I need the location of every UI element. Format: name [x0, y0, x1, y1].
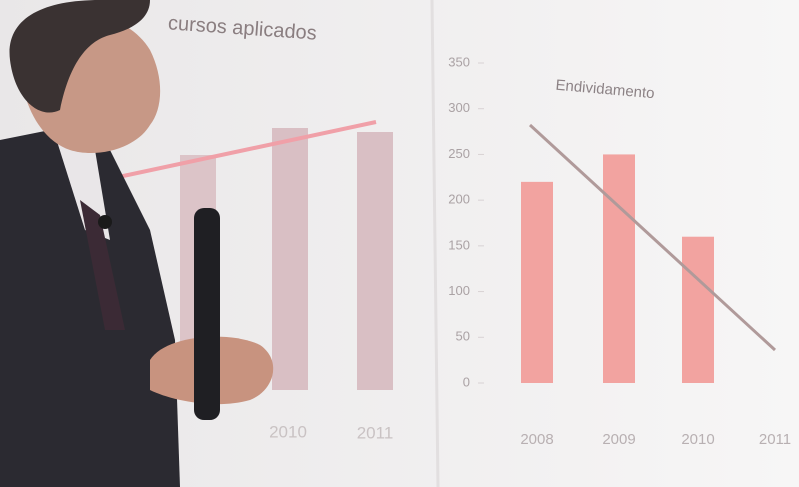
y-tick-label: 300: [448, 100, 470, 115]
left-bar: [272, 128, 308, 390]
y-tick-label: 50: [456, 329, 470, 344]
y-tick-label: 150: [448, 237, 470, 252]
suit: [0, 128, 180, 487]
hair: [9, 0, 150, 113]
y-tick-label: 0: [463, 374, 470, 389]
x-tick-label: 2011: [759, 431, 791, 448]
y-tick-label: 100: [448, 283, 470, 298]
left-trend-line: [94, 120, 377, 184]
x-tick-label: 2008: [520, 431, 553, 448]
microphone: [194, 208, 220, 420]
trend-line: [528, 123, 777, 352]
bar: [603, 154, 635, 383]
left-label: 2010: [269, 422, 307, 441]
bar: [521, 181, 553, 383]
left-bar: [357, 132, 393, 390]
bar: [682, 236, 714, 383]
y-tick-label: 200: [448, 192, 470, 207]
x-tick-label: 2009: [602, 431, 635, 448]
left-label: 2011: [357, 423, 394, 442]
tie: [80, 200, 125, 330]
y-tick-label: 250: [448, 146, 470, 161]
lapel-mic: [98, 215, 112, 229]
y-tick-label: 350: [448, 54, 470, 69]
x-tick-label: 2010: [681, 431, 714, 448]
slide-divider: [430, 0, 440, 487]
